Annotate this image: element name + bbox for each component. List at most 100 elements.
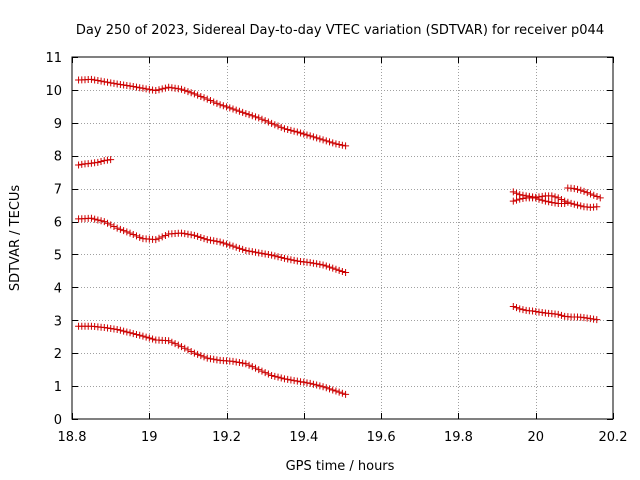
data-point [306, 379, 314, 387]
data-point [194, 350, 202, 358]
data-point [580, 187, 588, 195]
data-point [338, 267, 346, 275]
data-point [129, 231, 137, 239]
data-point [100, 218, 108, 226]
data-point [570, 200, 578, 208]
data-point [226, 104, 234, 112]
data-point [132, 330, 140, 338]
data-point [255, 366, 263, 374]
data-point [178, 229, 186, 237]
data-point [268, 119, 276, 127]
data-point [116, 326, 124, 334]
data-point [338, 141, 346, 149]
y-axis-label: SDTVAR / TECUs [8, 185, 23, 292]
data-point [174, 341, 182, 349]
data-point [104, 219, 112, 227]
x-tick-label: 19.4 [289, 430, 318, 445]
data-point [322, 262, 330, 270]
data-point [206, 97, 214, 105]
data-point [557, 311, 565, 319]
data-point [197, 92, 205, 100]
plot-frame [71, 56, 614, 420]
y-tick-label: 0 [54, 413, 62, 428]
data-point [126, 329, 134, 337]
data-point [519, 191, 527, 199]
y-tick-label: 4 [54, 281, 62, 296]
data-point [152, 236, 160, 244]
data-point [242, 360, 250, 368]
data-point [107, 156, 115, 164]
data-point [319, 261, 327, 269]
data-point [107, 221, 115, 229]
data-point [252, 364, 260, 372]
data-point [184, 88, 192, 96]
data-point [513, 189, 521, 197]
x-tick-label: 19.6 [367, 430, 396, 445]
data-point [213, 237, 221, 245]
data-point [567, 199, 575, 207]
data-point [229, 357, 237, 365]
data-point [113, 224, 121, 232]
data-point [206, 236, 214, 244]
data-point [203, 354, 211, 362]
data-point [113, 325, 121, 333]
data-point [94, 77, 102, 85]
data-point [100, 78, 108, 86]
data-point [145, 334, 153, 342]
data-point [155, 86, 163, 94]
data-point [342, 142, 350, 150]
data-point [200, 235, 208, 243]
data-point [110, 79, 118, 87]
y-tick-label: 1 [54, 380, 62, 395]
data-point [181, 86, 189, 94]
data-point [255, 114, 263, 122]
data-point [271, 121, 279, 129]
data-point [248, 248, 256, 256]
data-point [232, 106, 240, 114]
data-point [335, 266, 343, 274]
data-series [75, 75, 604, 398]
data-point [280, 254, 288, 262]
data-point [210, 355, 218, 363]
data-point [548, 192, 556, 200]
data-point [203, 95, 211, 103]
data-point [548, 198, 556, 206]
data-point [213, 99, 221, 107]
data-point [290, 256, 298, 264]
data-point [219, 102, 227, 110]
data-point [284, 126, 292, 134]
y-tick-label: 2 [54, 347, 62, 362]
data-point [309, 259, 317, 267]
data-point [136, 331, 144, 339]
data-point [519, 306, 527, 314]
data-point [313, 260, 321, 268]
data-point [97, 157, 105, 165]
data-point [280, 125, 288, 133]
data-point [155, 234, 163, 242]
x-tick-label: 20 [527, 430, 544, 445]
data-point [184, 230, 192, 238]
data-point [342, 390, 350, 398]
data-point [264, 370, 272, 378]
data-point [219, 239, 227, 247]
series-track-b [75, 156, 115, 169]
data-point [329, 386, 337, 394]
data-point [149, 335, 157, 343]
data-point [158, 85, 166, 93]
data-point [326, 138, 334, 146]
series-track-c [75, 214, 350, 277]
data-point [326, 263, 334, 271]
data-point [306, 132, 314, 140]
x-tick-label: 20.2 [599, 430, 628, 445]
data-point [561, 199, 569, 207]
data-point [509, 302, 517, 310]
data-point [206, 355, 214, 363]
data-point [178, 343, 186, 351]
data-point [516, 305, 524, 313]
series-track-h [509, 302, 601, 324]
data-point [216, 101, 224, 109]
data-point [280, 375, 288, 383]
data-point [91, 76, 99, 84]
data-point [264, 118, 272, 126]
